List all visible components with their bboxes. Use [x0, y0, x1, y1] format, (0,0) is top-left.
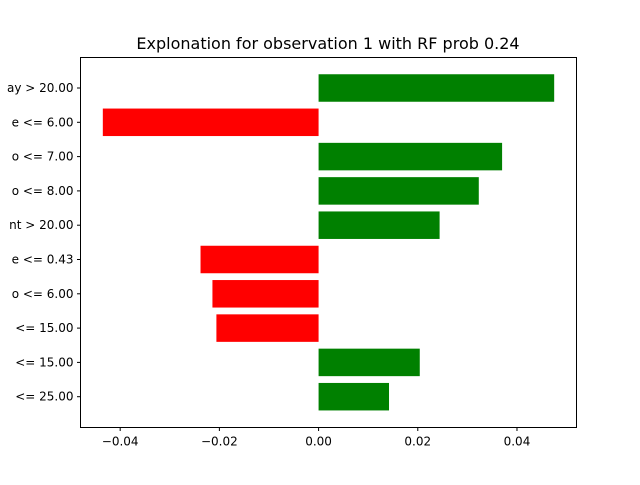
bar-8: [318, 348, 420, 377]
bar-9: [318, 382, 390, 411]
x-tick-label-4: 0.04: [504, 435, 531, 449]
y-tick-label-5: e <= 0.43: [12, 253, 74, 267]
bar-3: [318, 177, 479, 205]
y-tick-label-6: o <= 6.00: [12, 287, 74, 301]
y-tick-label-8: <= 15.00: [15, 355, 73, 369]
x-tick-label-2: 0.00: [305, 435, 332, 449]
y-tick-label-0: ay > 20.00: [7, 81, 74, 95]
y-tick-label-3: o <= 8.00: [12, 184, 74, 198]
chart-title: Explonation for observation 1 with RF pr…: [136, 34, 519, 53]
y-axis: ay > 20.00 e <= 6.00 o <= 7.00 o <= 8.00 nt …: [7, 81, 81, 404]
x-axis: −0.04 −0.02 0.00 0.02 0.04: [102, 427, 531, 449]
x-tick-label-0: −0.04: [102, 435, 139, 449]
bar-1: [102, 108, 319, 137]
y-tick-label-9: <= 25.00: [15, 390, 73, 404]
y-tick-label-1: e <= 6.00: [12, 115, 74, 129]
bar-7: [216, 314, 319, 342]
bar-5: [200, 245, 319, 274]
bar-6: [212, 280, 319, 308]
bar-4: [318, 211, 440, 239]
bar-2: [318, 142, 503, 171]
y-tick-label-4: nt > 20.00: [9, 218, 73, 232]
y-tick-label-7: <= 15.00: [15, 321, 73, 335]
x-tick-label-3: 0.02: [404, 435, 431, 449]
bar-0: [318, 74, 555, 102]
y-tick-label-2: o <= 7.00: [12, 150, 74, 164]
bars-layer: [102, 74, 555, 411]
plot-frame: [80, 57, 577, 428]
x-tick-label-1: −0.02: [201, 435, 238, 449]
